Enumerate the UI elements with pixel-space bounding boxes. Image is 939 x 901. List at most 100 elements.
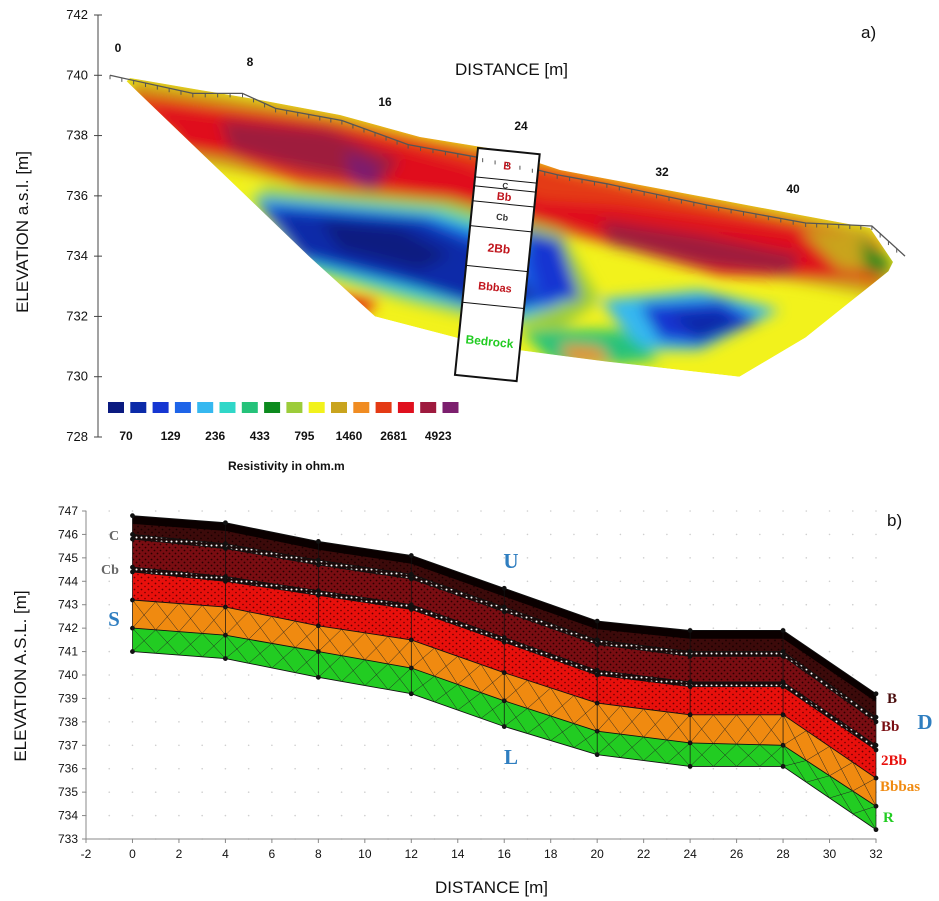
grid-dot bbox=[480, 510, 482, 512]
grid-dot bbox=[526, 791, 529, 793]
grid-dot bbox=[271, 791, 273, 793]
grid-dot bbox=[735, 767, 738, 770]
mesh-diagonal bbox=[550, 695, 575, 717]
grid-dot bbox=[526, 814, 529, 817]
panel-a-y-tick-label: 740 bbox=[66, 67, 88, 82]
grid-dot bbox=[851, 627, 854, 629]
grid-dot bbox=[805, 533, 808, 536]
grid-dot bbox=[317, 767, 320, 770]
mesh-diagonal bbox=[782, 760, 807, 767]
mesh-diagonal bbox=[411, 675, 435, 694]
borehole-layer-boundary bbox=[472, 200, 535, 208]
grid-dot bbox=[503, 557, 506, 559]
grid-dot bbox=[364, 533, 366, 536]
grid-dot bbox=[131, 510, 134, 512]
grid-dot bbox=[108, 627, 111, 629]
grid-dot bbox=[666, 603, 668, 606]
mesh-diagonal bbox=[248, 643, 273, 664]
mesh-node bbox=[594, 618, 600, 624]
borehole-layer-boundary bbox=[475, 176, 537, 184]
grid-dot bbox=[271, 697, 273, 700]
grid-dot bbox=[387, 721, 389, 723]
resistivity-band bbox=[860, 238, 893, 275]
grid-dot bbox=[875, 650, 877, 653]
grid-dot bbox=[131, 744, 134, 747]
zone-label: D bbox=[917, 710, 932, 734]
grid-dot bbox=[387, 510, 389, 512]
mesh-node bbox=[594, 637, 600, 643]
grid-dot bbox=[108, 697, 111, 700]
grid-dot bbox=[573, 557, 575, 559]
grid-dot bbox=[712, 580, 715, 583]
panel-b-layer-labels: U S D L C Cb B Bb 2Bb Bbbas R bbox=[101, 529, 933, 826]
grid-dot bbox=[154, 744, 157, 747]
panel-a-y-tick-label: 730 bbox=[66, 369, 88, 384]
mesh-node bbox=[780, 628, 786, 633]
grid-dot bbox=[271, 814, 273, 817]
color-scale-swatch bbox=[308, 402, 325, 413]
mesh-node bbox=[780, 684, 786, 690]
panel-a-x-tick-label: 8 bbox=[247, 55, 254, 69]
grid-dot bbox=[549, 767, 552, 770]
grid-dot bbox=[526, 580, 529, 583]
grid-dot bbox=[247, 791, 250, 793]
grid-dot bbox=[619, 767, 622, 770]
panel-b-x-tick-label: 0 bbox=[129, 847, 136, 861]
panel-b-y-tick-label: 742 bbox=[58, 621, 78, 635]
soil-profile-panel: -2 0 2 4 6 8 10 12 14 16 18 20 22 24 26 28 30 32733734735… bbox=[11, 504, 933, 897]
grid-dot bbox=[410, 697, 413, 700]
panel-b-x-axis-title: DISTANCE [m] bbox=[435, 878, 548, 897]
grid-dot bbox=[642, 814, 645, 817]
mesh-node bbox=[780, 712, 786, 718]
panel-a-y-tick-label: 732 bbox=[66, 308, 88, 323]
grid-dot bbox=[642, 767, 645, 770]
grid-dot bbox=[782, 791, 784, 793]
grid-dot bbox=[689, 580, 691, 583]
grid-dot bbox=[433, 744, 436, 747]
mesh-node bbox=[873, 714, 879, 720]
grid-dot bbox=[666, 814, 668, 817]
grid-dot bbox=[178, 721, 180, 723]
grid-dot bbox=[712, 603, 715, 606]
resistivity-band bbox=[345, 150, 380, 190]
grid-dot bbox=[503, 580, 506, 583]
mesh-node bbox=[687, 653, 693, 659]
resistivity-band bbox=[600, 220, 800, 275]
grid-dot bbox=[340, 814, 343, 817]
grid-dot bbox=[503, 533, 506, 536]
mesh-node bbox=[873, 747, 879, 753]
panel-b-y-tick-label: 738 bbox=[58, 715, 78, 729]
grid-dot bbox=[805, 510, 808, 512]
grid-dot bbox=[828, 650, 831, 653]
grid-dot bbox=[317, 510, 320, 512]
grid-dot bbox=[851, 603, 854, 606]
panel-b-x-tick-label: 14 bbox=[451, 847, 465, 861]
mesh-node bbox=[130, 564, 135, 570]
panel-a-x-tick-label: 24 bbox=[514, 119, 528, 133]
panel-b-y-tick-label: 746 bbox=[58, 527, 78, 541]
grid-dot bbox=[759, 627, 761, 629]
color-scale-swatch bbox=[353, 402, 370, 413]
grid-dot bbox=[759, 580, 761, 583]
grid-dot bbox=[364, 697, 366, 700]
panel-b-x-tick-label: 26 bbox=[730, 847, 744, 861]
grid-dot bbox=[108, 721, 111, 723]
grid-dot bbox=[271, 674, 273, 676]
mesh-diagonal bbox=[504, 680, 528, 701]
panel-b-x-tick-label: 2 bbox=[176, 847, 183, 861]
mesh-diagonal bbox=[550, 723, 575, 741]
panel-a-x-tick-labels: 0 8 16 24 32 40 bbox=[115, 41, 800, 196]
grid-dot bbox=[573, 510, 575, 512]
grid-dot bbox=[154, 510, 157, 512]
panel-b-x-tick-label: 6 bbox=[269, 847, 276, 861]
color-scale-swatch bbox=[420, 402, 437, 413]
panel-b-y-tick-label: 743 bbox=[58, 598, 78, 612]
mesh-node bbox=[780, 653, 786, 659]
grid-dot bbox=[410, 791, 413, 793]
grid-dot bbox=[271, 744, 273, 747]
grid-dot bbox=[480, 767, 482, 770]
panel-b-y-tick-label: 734 bbox=[58, 809, 78, 823]
grid-dot bbox=[642, 791, 645, 793]
color-scale-tick-label: 70 bbox=[119, 429, 133, 443]
grid-dot bbox=[712, 627, 715, 629]
